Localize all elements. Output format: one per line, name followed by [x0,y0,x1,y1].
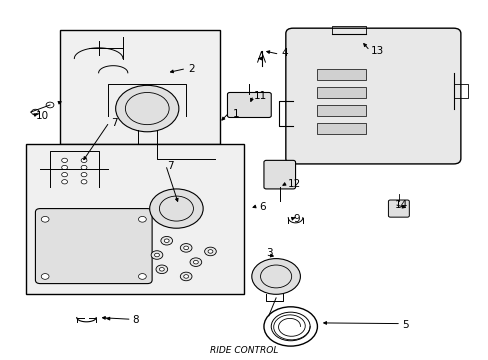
Circle shape [41,274,49,279]
Bar [60,30,220,144]
FancyBboxPatch shape [285,28,460,164]
Circle shape [61,180,67,184]
Circle shape [183,246,188,249]
Circle shape [180,244,192,252]
Text: 7: 7 [166,161,173,171]
Circle shape [204,247,216,256]
Bar [26,144,244,294]
Circle shape [251,258,300,294]
Circle shape [207,249,212,253]
Text: 1: 1 [232,109,239,119]
Text: 9: 9 [292,214,299,224]
Text: 10: 10 [35,111,48,121]
Text: 4: 4 [281,48,287,58]
FancyBboxPatch shape [387,200,408,217]
Circle shape [61,172,67,177]
Text: 6: 6 [259,202,265,212]
Text: 14: 14 [394,200,407,210]
Text: 2: 2 [188,64,195,74]
Circle shape [183,275,188,278]
Text: 13: 13 [370,46,384,57]
Circle shape [149,189,203,228]
Circle shape [61,158,67,162]
Circle shape [81,180,87,184]
Circle shape [190,258,201,266]
Circle shape [81,165,87,170]
Bar [317,105,366,116]
Text: 12: 12 [287,179,301,189]
Text: 3: 3 [266,248,272,258]
Circle shape [156,265,167,274]
Circle shape [161,237,172,245]
Circle shape [151,251,163,259]
Text: 11: 11 [254,91,267,101]
Circle shape [164,239,169,243]
Circle shape [116,85,179,132]
Circle shape [61,165,67,170]
FancyBboxPatch shape [35,208,152,284]
Text: RIDE CONTROL: RIDE CONTROL [210,346,278,355]
Text: 7: 7 [111,118,117,128]
Circle shape [193,260,198,264]
Circle shape [154,253,159,257]
FancyBboxPatch shape [264,160,295,189]
Circle shape [138,216,146,222]
Circle shape [41,216,49,222]
Bar [317,123,366,134]
Text: 8: 8 [132,315,139,325]
Bar [317,87,366,98]
Bar [317,69,366,80]
Circle shape [81,158,87,162]
Text: 5: 5 [402,320,408,330]
FancyBboxPatch shape [227,93,271,117]
Circle shape [159,267,164,271]
Circle shape [138,274,146,279]
Circle shape [180,272,192,281]
Circle shape [81,172,87,177]
